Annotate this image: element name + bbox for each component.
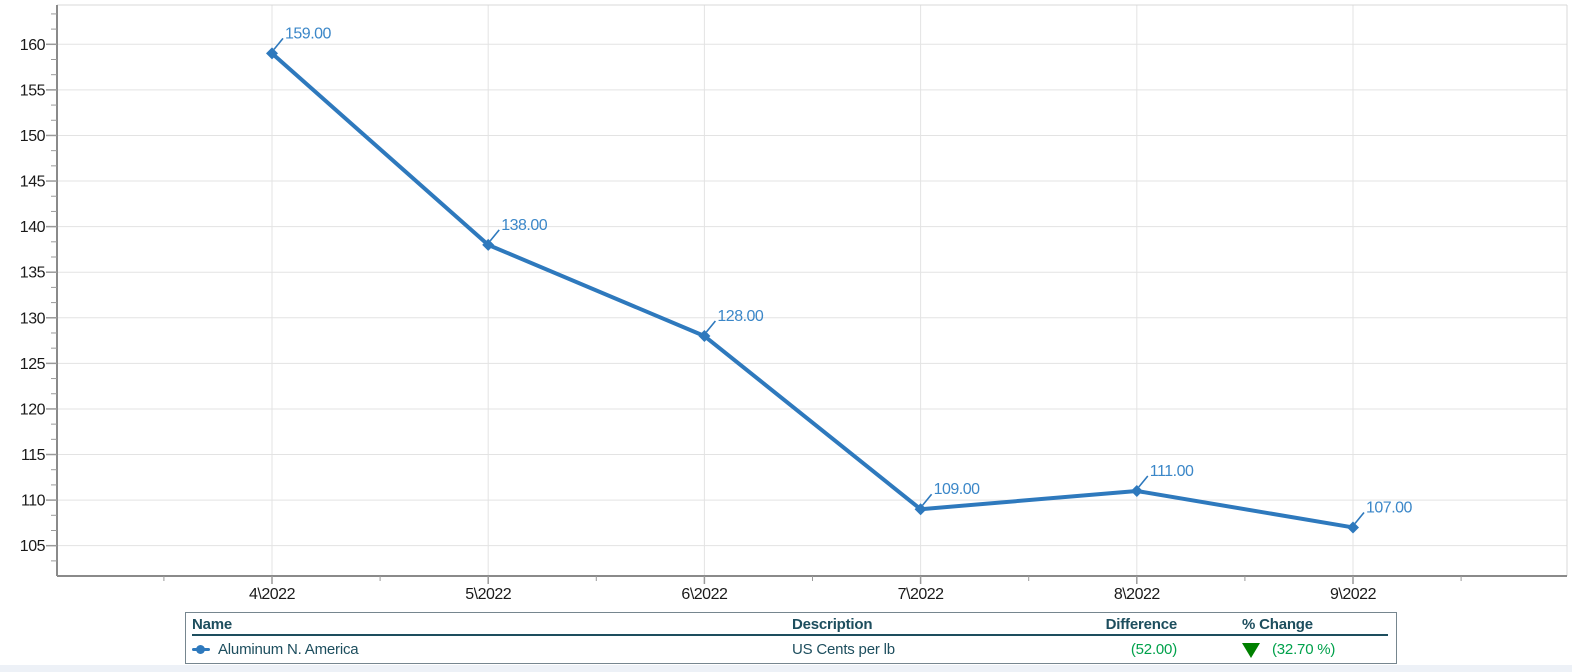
series-name: Aluminum N. America	[218, 641, 359, 658]
x-tick-label: 7\2022	[898, 586, 945, 603]
data-point-marker[interactable]	[914, 503, 927, 516]
table-row-name[interactable]: Aluminum N. America	[192, 641, 359, 658]
bottom-strip	[0, 665, 1572, 672]
data-point-marker[interactable]	[1130, 484, 1143, 497]
y-tick-label: 130	[20, 310, 46, 327]
point-value-label: 111.00	[1150, 463, 1194, 480]
header-underline	[192, 634, 1388, 636]
data-point-marker[interactable]	[1347, 521, 1359, 534]
series-aluminum-n-america: 159.00 138.00 128.00 109.00 111.00 107.00	[266, 25, 1413, 534]
header-pct-change: % Change	[1242, 616, 1313, 633]
header-description: Description	[792, 616, 873, 633]
point-value-label: 159.00	[285, 25, 332, 42]
y-tick-label: 160	[20, 37, 46, 54]
table-row-pct-change: (32.70 %)	[1242, 641, 1335, 658]
x-tick-label: 6\2022	[681, 586, 728, 603]
y-tick-label: 115	[21, 447, 46, 464]
y-tick-label: 110	[21, 493, 46, 510]
axis-labels: 105 110 115 120 125 130 135 140 145 150 155 160 4\20…	[20, 37, 1377, 603]
marker-dot	[196, 645, 205, 654]
axes	[56, 4, 1568, 577]
x-tick-label: 8\2022	[1114, 586, 1161, 603]
y-tick-label: 120	[20, 401, 46, 418]
trend-down-icon	[1242, 643, 1260, 658]
header-name: Name	[192, 616, 233, 633]
data-point-marker[interactable]	[482, 238, 495, 251]
y-tick-label: 105	[20, 538, 46, 555]
chart-canvas: 105 110 115 120 125 130 135 140 145 150 155 160 4\20…	[20, 4, 1568, 603]
data-point-marker[interactable]	[266, 47, 278, 60]
legend-table: Name Description Difference % Change Alu…	[185, 612, 1397, 664]
line-chart: 105 110 115 120 125 130 135 140 145 150 155 160 4\20…	[20, 4, 1568, 603]
point-value-label: 138.00	[501, 217, 548, 234]
point-value-label: 107.00	[1366, 499, 1413, 516]
data-point-marker[interactable]	[698, 330, 711, 343]
y-tick-label: 155	[20, 82, 46, 99]
y-tick-label: 145	[20, 174, 46, 191]
y-tick-label: 150	[20, 128, 46, 145]
header-difference: Difference	[1105, 616, 1178, 633]
gridlines	[57, 5, 1567, 576]
x-tick-label: 4\2022	[249, 586, 296, 603]
x-tick-label: 5\2022	[465, 586, 512, 603]
table-row-difference: (52.00)	[1130, 641, 1177, 658]
table-row-description: US Cents per lb	[792, 641, 895, 658]
axis-ticks	[46, 13, 1462, 584]
point-value-label: 109.00	[934, 481, 981, 498]
series-line-marker-icon	[192, 645, 210, 654]
point-value-label: 128.00	[717, 308, 764, 325]
pct-change-value: (32.70 %)	[1272, 641, 1336, 658]
y-tick-label: 125	[20, 356, 46, 373]
x-tick-label: 9\2022	[1330, 586, 1377, 603]
y-tick-label: 135	[20, 265, 46, 282]
y-tick-label: 140	[20, 219, 46, 236]
